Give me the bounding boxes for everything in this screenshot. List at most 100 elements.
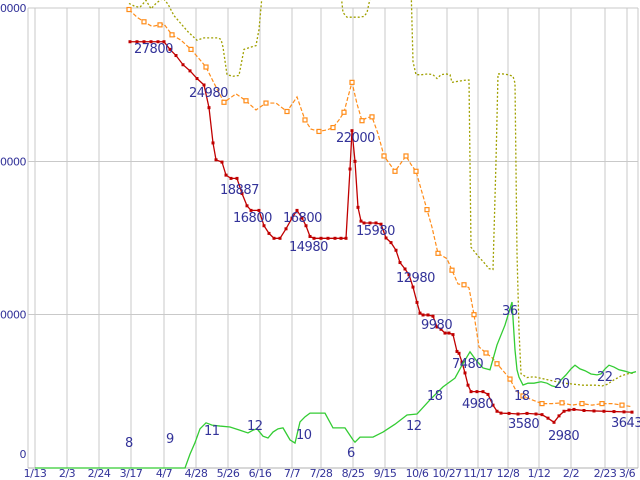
point-label-lowest-price: 16800	[233, 211, 272, 226]
series-lowest-price	[128, 40, 634, 424]
x-tick-label: 2/2	[563, 467, 579, 480]
x-tick-label: 10/27	[432, 467, 462, 480]
average-price-marker	[403, 153, 409, 159]
point-label-lowest-price: 3580	[508, 417, 539, 432]
average-price-marker	[349, 79, 355, 85]
y-tick-label: 10000	[0, 309, 26, 322]
lowest-price-marker	[267, 231, 271, 235]
average-price-marker	[284, 108, 290, 115]
x-tick-label: 12/8	[497, 467, 520, 480]
lowest-price-marker	[319, 236, 323, 240]
lowest-price-marker	[582, 409, 586, 412]
lowest-price-marker	[463, 371, 467, 375]
lowest-price-marker	[439, 327, 443, 331]
average-price-marker	[203, 64, 209, 70]
lowest-price-marker	[249, 208, 253, 212]
lowest-price-marker	[308, 234, 312, 238]
lowest-price-marker	[451, 333, 455, 337]
lowest-price-marker	[220, 160, 224, 164]
point-label-store-count: 18	[427, 389, 443, 404]
lowest-price-marker	[353, 159, 357, 163]
lowest-price-marker	[398, 261, 402, 265]
point-label-store-count: 12	[247, 419, 263, 434]
lowest-price-marker	[333, 236, 337, 240]
average-price-marker	[302, 117, 308, 123]
lowest-price-marker	[290, 216, 294, 220]
average-price-marker	[157, 22, 163, 28]
lowest-price-marker	[460, 360, 464, 364]
x-tick-label: 1/13	[24, 467, 47, 480]
average-price-marker	[539, 401, 545, 407]
point-label-store-count: 20	[554, 377, 570, 392]
average-price-marker	[126, 6, 132, 13]
point-label-lowest-price: 22000	[336, 131, 375, 146]
average-price-marker	[243, 98, 249, 104]
average-price-marker	[359, 118, 365, 124]
lowest-price-marker	[257, 208, 261, 212]
series-highest-price	[128, 0, 635, 387]
lowest-price-line	[130, 41, 633, 424]
x-tick-label: 2/23	[594, 467, 617, 480]
average-price-marker	[435, 250, 441, 256]
lowest-price-marker	[128, 40, 132, 44]
lowest-price-marker	[403, 267, 407, 271]
lowest-price-marker	[156, 40, 160, 44]
x-tick-label: 5/26	[217, 467, 240, 480]
lowest-price-marker	[362, 221, 366, 225]
lowest-price-marker	[162, 40, 166, 44]
lowest-price-marker	[207, 106, 211, 110]
average-price-marker	[381, 153, 387, 159]
lowest-price-marker	[240, 192, 244, 196]
lowest-price-marker	[426, 313, 430, 317]
point-label-store-count: 6	[347, 446, 355, 461]
average-price-marker	[141, 19, 147, 25]
average-price-marker	[369, 114, 375, 120]
store-count-line	[35, 301, 637, 469]
lowest-price-marker	[229, 176, 233, 180]
lowest-price-marker	[534, 412, 538, 416]
lowest-price-marker	[188, 69, 192, 73]
lowest-price-marker	[481, 390, 485, 394]
lowest-price-marker	[602, 409, 606, 413]
lowest-price-marker	[224, 173, 228, 177]
lowest-price-marker	[245, 204, 249, 208]
lowest-price-marker	[612, 410, 616, 414]
lowest-price-marker	[562, 409, 566, 413]
point-label-store-count: 12	[406, 419, 422, 434]
average-price-marker	[449, 267, 455, 273]
y-tick-label: 0	[20, 448, 27, 461]
average-price-marker	[599, 401, 605, 407]
lowest-price-marker	[630, 410, 634, 414]
point-label-lowest-price: 4980	[462, 397, 493, 412]
average-price-marker	[559, 400, 565, 406]
average-price-marker	[263, 100, 269, 106]
point-label-lowest-price: 18887	[220, 183, 259, 198]
x-tick-label: 3/6	[619, 467, 636, 480]
x-tick-label: 2/3	[59, 467, 76, 480]
lowest-price-marker	[142, 40, 146, 44]
lowest-price-marker	[350, 129, 354, 133]
lowest-price-marker	[491, 403, 495, 407]
average-price-marker	[483, 350, 489, 356]
point-label-store-count: 9	[166, 432, 174, 447]
average-price-marker	[461, 282, 467, 288]
point-label-lowest-price: 2980	[548, 429, 579, 444]
series-store-count	[35, 301, 637, 469]
y-tick-label: 20000	[0, 155, 26, 168]
lowest-price-marker	[572, 407, 576, 411]
point-label-lowest-price: 24980	[189, 86, 228, 101]
average-price-marker	[507, 376, 513, 382]
x-tick-label: 10/6	[406, 467, 429, 480]
lowest-price-marker	[486, 392, 490, 396]
lowest-price-marker	[622, 410, 626, 414]
lowest-price-marker	[174, 54, 178, 58]
y-axis-labels: 30000 20000 10000 0	[0, 2, 27, 461]
lowest-price-marker	[326, 236, 330, 240]
lowest-price-marker	[466, 383, 470, 387]
x-tick-label: 4/7	[156, 467, 173, 480]
lowest-price-marker	[475, 390, 479, 394]
point-label-lowest-price: 14980	[289, 240, 328, 255]
average-price-marker	[471, 312, 477, 318]
